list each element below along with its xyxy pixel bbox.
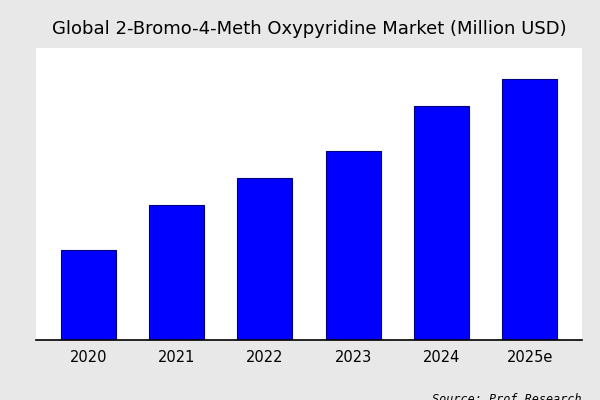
Bar: [61, 250, 116, 340]
Text: Source: Prof Research: Source: Prof Research: [433, 392, 582, 400]
Bar: [414, 106, 469, 340]
Bar: [149, 205, 204, 340]
Bar: [502, 80, 557, 340]
Text: Global 2-Bromo-4-Meth Oxypyridine Market (Million USD): Global 2-Bromo-4-Meth Oxypyridine Market…: [52, 20, 567, 38]
Bar: [326, 151, 380, 340]
Bar: [238, 178, 292, 340]
